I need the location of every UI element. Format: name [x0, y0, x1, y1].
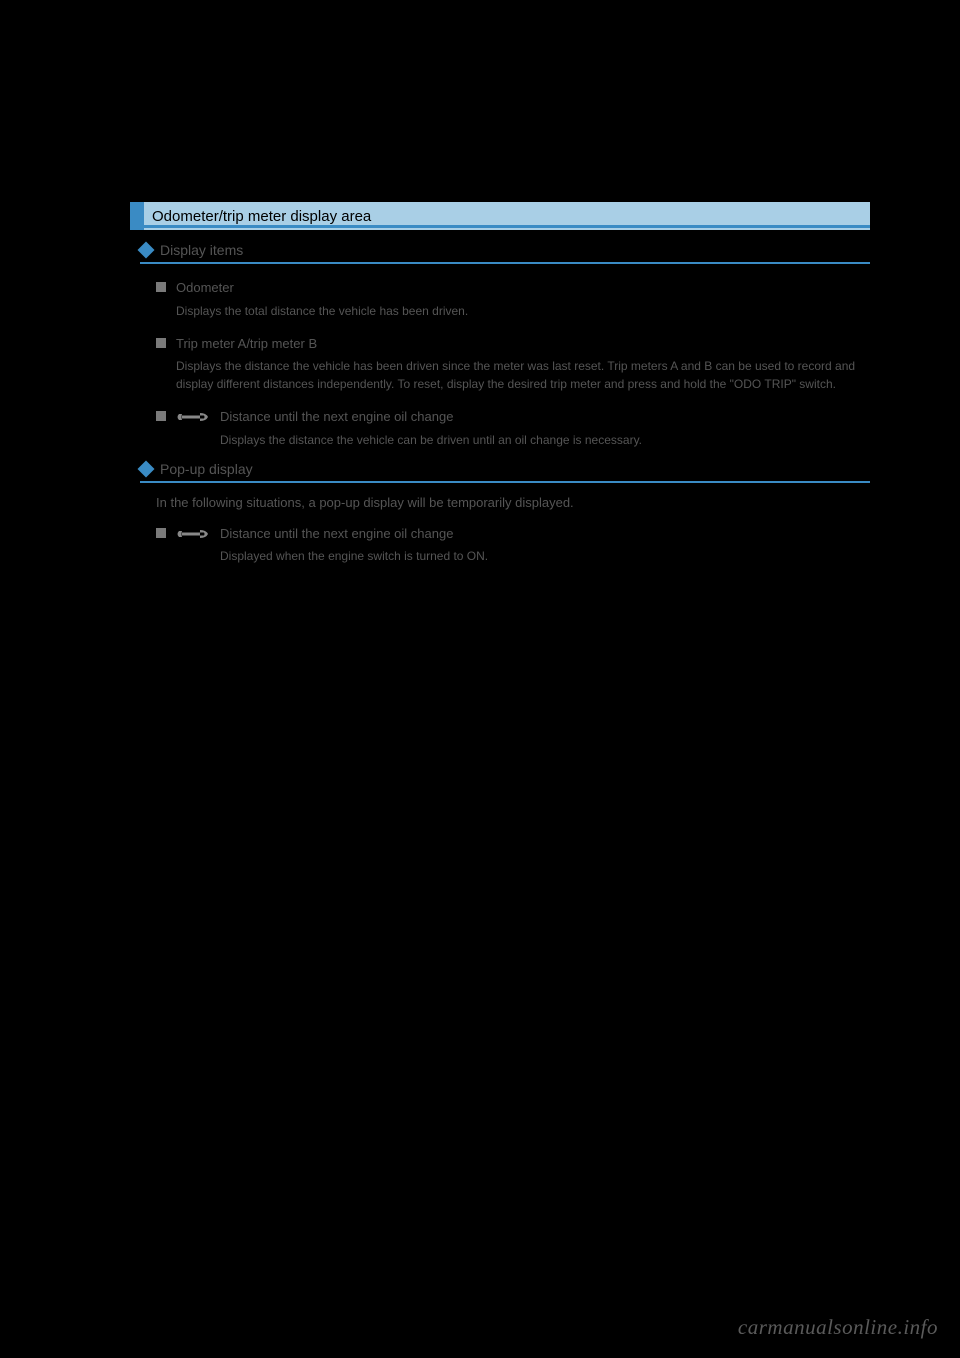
square-bullet-icon [156, 338, 166, 348]
square-bullet-icon [156, 282, 166, 292]
popup-scheduled-title: Distance until the next engine oil chang… [220, 524, 488, 544]
square-bullet-icon [156, 528, 166, 538]
scheduled-maintenance-body: Displays the distance the vehicle can be… [220, 431, 642, 449]
display-items-title: Display items [160, 242, 243, 258]
popup-title: Pop-up display [160, 461, 253, 477]
odometer-title: Odometer [176, 278, 468, 298]
square-bullet-icon [156, 411, 166, 421]
wrench-icon [176, 527, 210, 541]
trip-meter-item: Trip meter A/trip meter B Displays the d… [130, 334, 870, 394]
section-rule [140, 481, 870, 483]
trip-meter-content: Trip meter A/trip meter B Displays the d… [176, 334, 870, 394]
section-rule [140, 262, 870, 264]
scheduled-maintenance-content: Distance until the next engine oil chang… [220, 407, 642, 449]
trip-meter-body: Displays the distance the vehicle has be… [176, 357, 870, 393]
wrench-icon [176, 410, 210, 424]
trip-meter-title: Trip meter A/trip meter B [176, 334, 870, 354]
odometer-body: Displays the total distance the vehicle … [176, 302, 468, 320]
odometer-content: Odometer Displays the total distance the… [176, 278, 468, 320]
display-items-header: Display items [130, 242, 870, 258]
diamond-icon [138, 460, 155, 477]
popup-scheduled-content: Distance until the next engine oil chang… [220, 524, 488, 566]
popup-scheduled-body: Displayed when the engine switch is turn… [220, 547, 488, 565]
page-content: Odometer/trip meter display area Display… [130, 190, 870, 565]
header-separator [130, 225, 870, 228]
popup-intro: In the following situations, a pop-up di… [130, 495, 870, 510]
diamond-icon [138, 242, 155, 259]
watermark: carmanualsonline.info [738, 1315, 938, 1340]
display-items-section: Display items Odometer Displays the tota… [130, 242, 870, 449]
odometer-item: Odometer Displays the total distance the… [130, 278, 870, 320]
popup-section: Pop-up display In the following situatio… [130, 461, 870, 566]
popup-header: Pop-up display [130, 461, 870, 477]
scheduled-maintenance-item: Distance until the next engine oil chang… [130, 407, 870, 449]
scheduled-maintenance-title: Distance until the next engine oil chang… [220, 407, 642, 427]
popup-scheduled-item: Distance until the next engine oil chang… [130, 524, 870, 566]
